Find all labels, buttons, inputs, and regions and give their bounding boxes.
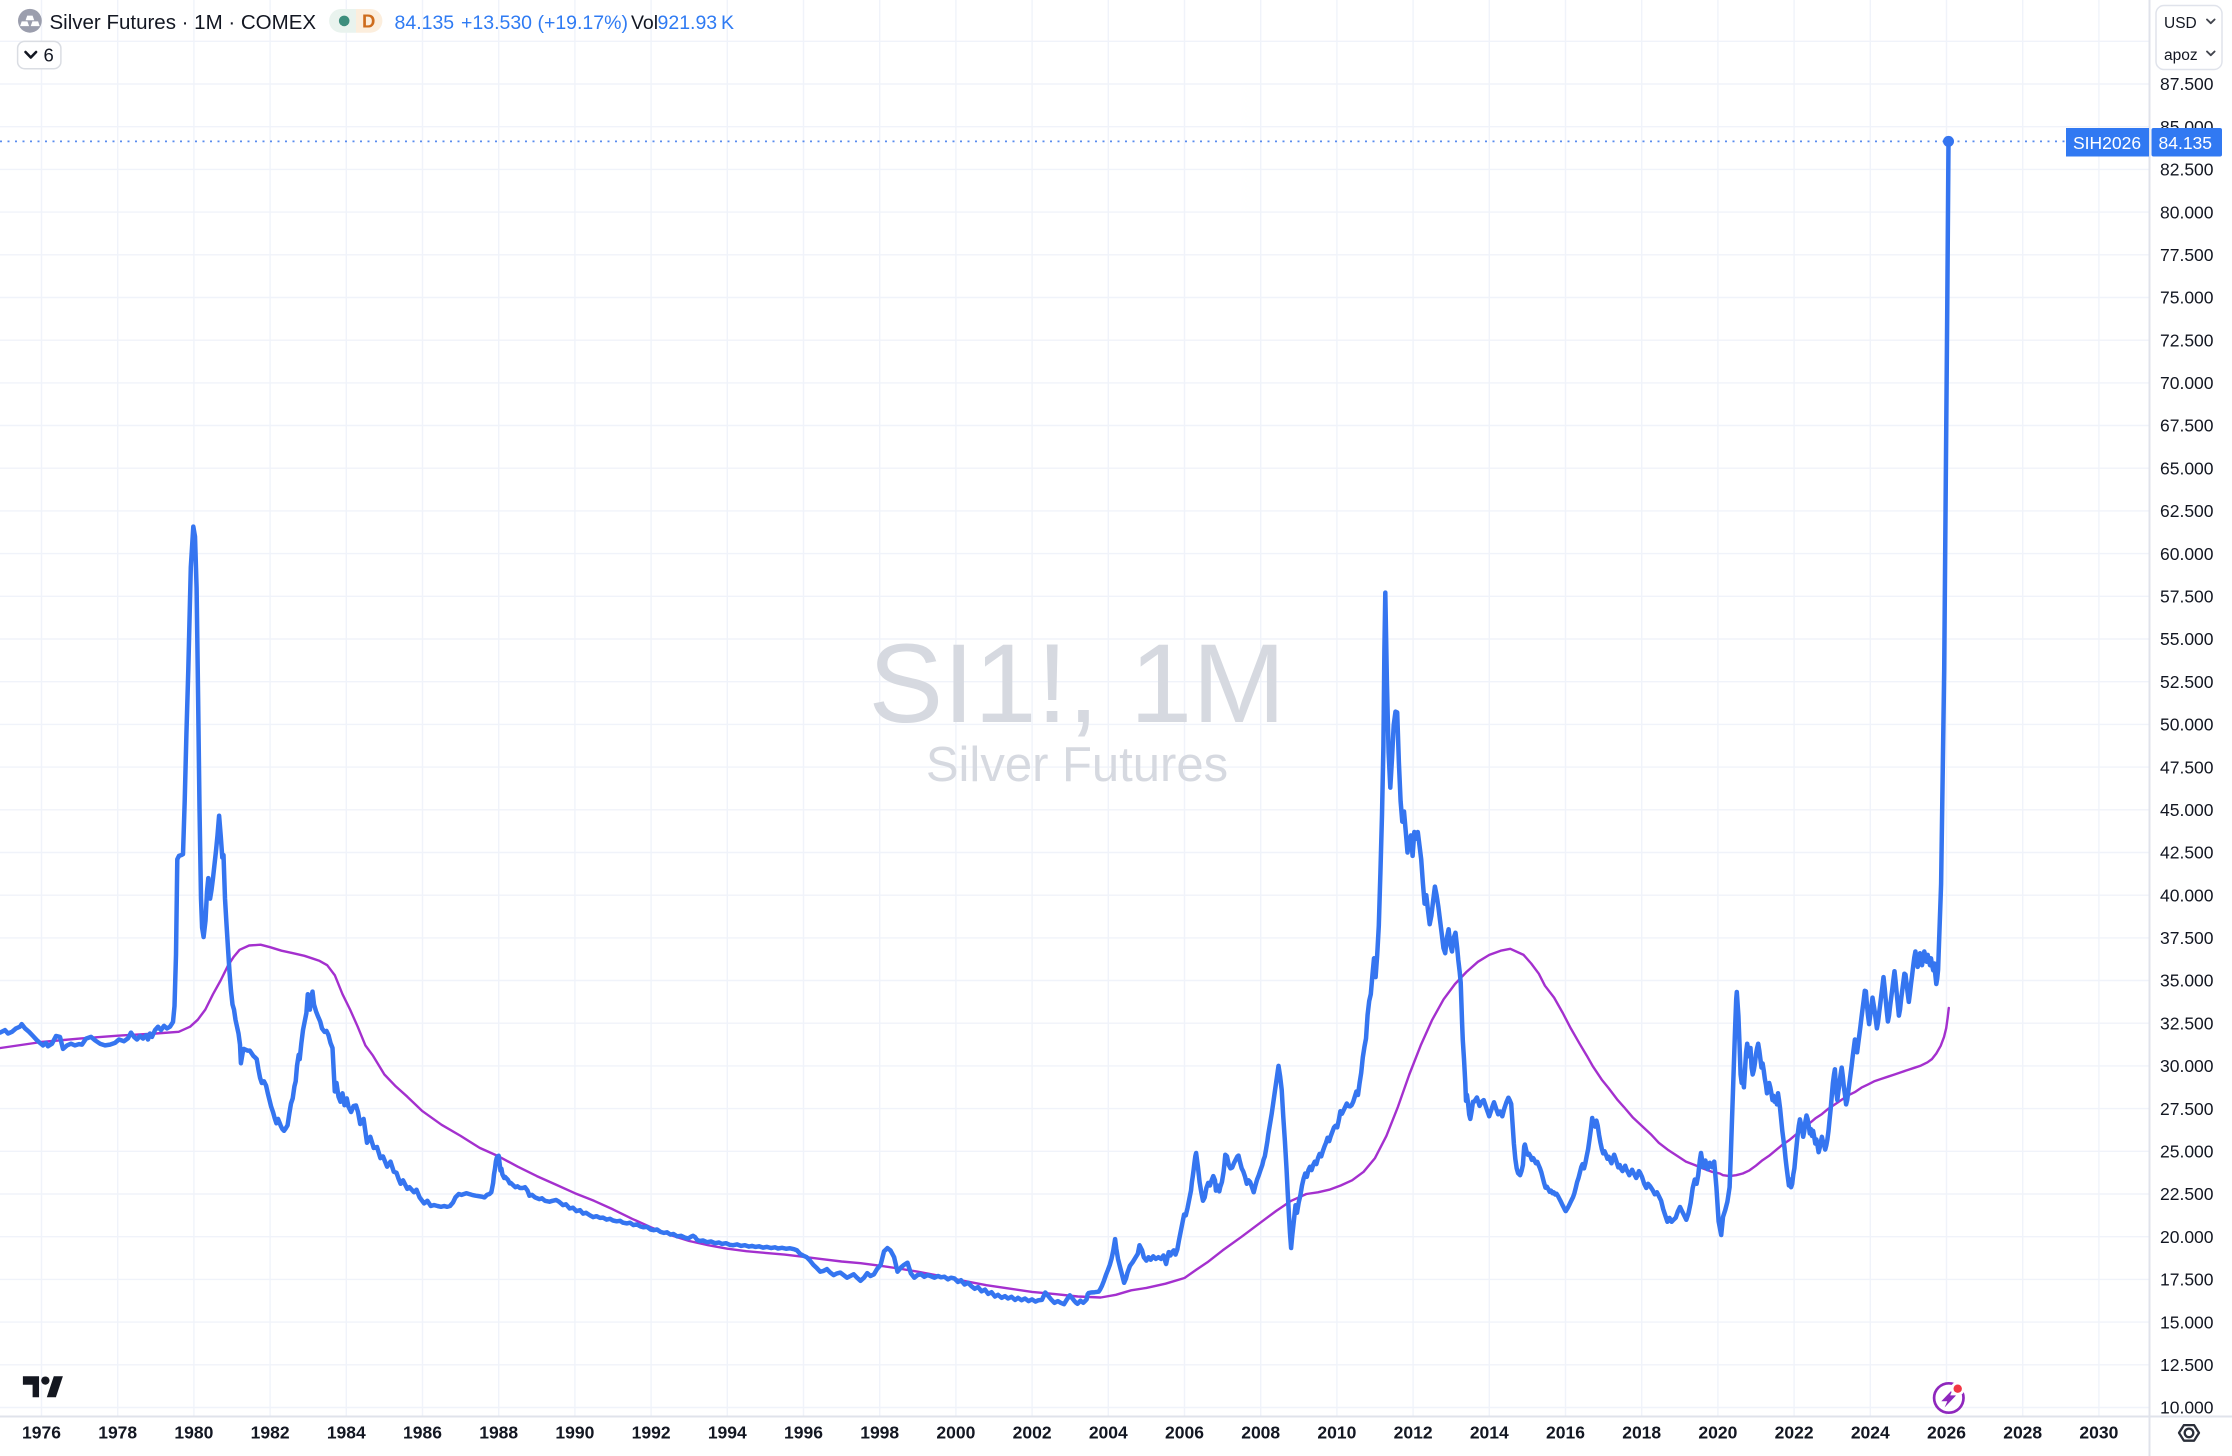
svg-text:75.000: 75.000 bbox=[2160, 288, 2214, 308]
svg-text:55.000: 55.000 bbox=[2160, 629, 2214, 649]
svg-text:2002: 2002 bbox=[1013, 1423, 1052, 1443]
svg-text:52.500: 52.500 bbox=[2160, 672, 2214, 692]
svg-text:32.500: 32.500 bbox=[2160, 1013, 2214, 1033]
svg-text:70.000: 70.000 bbox=[2160, 373, 2214, 393]
svg-text:12.500: 12.500 bbox=[2160, 1355, 2214, 1375]
svg-text:2024: 2024 bbox=[1851, 1423, 1890, 1443]
svg-text:27.500: 27.500 bbox=[2160, 1099, 2214, 1119]
svg-text:77.500: 77.500 bbox=[2160, 245, 2214, 265]
svg-text:921.93 K: 921.93 K bbox=[658, 12, 735, 34]
svg-text:2028: 2028 bbox=[2003, 1423, 2042, 1443]
svg-text:6: 6 bbox=[44, 45, 54, 66]
svg-text:2016: 2016 bbox=[1546, 1423, 1585, 1443]
svg-text:2022: 2022 bbox=[1775, 1423, 1814, 1443]
svg-text:1976: 1976 bbox=[22, 1423, 61, 1443]
svg-text:+13.530 (+19.17%): +13.530 (+19.17%) bbox=[461, 12, 628, 34]
svg-text:60.000: 60.000 bbox=[2160, 544, 2214, 564]
svg-text:22.500: 22.500 bbox=[2160, 1184, 2214, 1204]
svg-text:2026: 2026 bbox=[1927, 1423, 1966, 1443]
svg-text:Silver Futures: Silver Futures bbox=[926, 738, 1228, 792]
svg-text:Silver Futures · 1M · COMEX: Silver Futures · 1M · COMEX bbox=[50, 11, 317, 34]
svg-text:2010: 2010 bbox=[1317, 1423, 1356, 1443]
svg-text:57.500: 57.500 bbox=[2160, 587, 2214, 607]
svg-text:84.135: 84.135 bbox=[2159, 133, 2213, 153]
svg-text:84.135: 84.135 bbox=[395, 12, 455, 34]
svg-text:37.500: 37.500 bbox=[2160, 928, 2214, 948]
svg-text:1984: 1984 bbox=[327, 1423, 366, 1443]
svg-text:1990: 1990 bbox=[555, 1423, 594, 1443]
svg-text:15.000: 15.000 bbox=[2160, 1312, 2214, 1332]
svg-text:65.000: 65.000 bbox=[2160, 458, 2214, 478]
svg-text:20.000: 20.000 bbox=[2160, 1227, 2214, 1247]
svg-text:USD: USD bbox=[2164, 15, 2197, 32]
svg-text:2020: 2020 bbox=[1698, 1423, 1737, 1443]
svg-text:30.000: 30.000 bbox=[2160, 1056, 2214, 1076]
svg-text:apoz: apoz bbox=[2164, 47, 2198, 64]
svg-text:2014: 2014 bbox=[1470, 1423, 1509, 1443]
svg-text:2018: 2018 bbox=[1622, 1423, 1661, 1443]
svg-text:1982: 1982 bbox=[251, 1423, 290, 1443]
svg-text:17.500: 17.500 bbox=[2160, 1270, 2214, 1290]
svg-text:2004: 2004 bbox=[1089, 1423, 1128, 1443]
svg-text:82.500: 82.500 bbox=[2160, 160, 2214, 180]
svg-text:1978: 1978 bbox=[98, 1423, 137, 1443]
svg-text:1994: 1994 bbox=[708, 1423, 747, 1443]
svg-text:45.000: 45.000 bbox=[2160, 800, 2214, 820]
svg-text:87.500: 87.500 bbox=[2160, 74, 2214, 94]
svg-text:2006: 2006 bbox=[1165, 1423, 1204, 1443]
svg-text:47.500: 47.500 bbox=[2160, 757, 2214, 777]
svg-text:40.000: 40.000 bbox=[2160, 885, 2214, 905]
svg-text:1998: 1998 bbox=[860, 1423, 899, 1443]
svg-text:67.500: 67.500 bbox=[2160, 416, 2214, 436]
svg-text:SI1!, 1M: SI1!, 1M bbox=[868, 621, 1285, 746]
svg-text:1996: 1996 bbox=[784, 1423, 823, 1443]
svg-text:SIH2026: SIH2026 bbox=[2073, 133, 2141, 153]
svg-text:2030: 2030 bbox=[2079, 1423, 2118, 1443]
svg-text:1980: 1980 bbox=[174, 1423, 213, 1443]
svg-text:80.000: 80.000 bbox=[2160, 202, 2214, 222]
svg-text:10.000: 10.000 bbox=[2160, 1398, 2214, 1418]
svg-text:35.000: 35.000 bbox=[2160, 971, 2214, 991]
svg-text:2000: 2000 bbox=[936, 1423, 975, 1443]
svg-text:1992: 1992 bbox=[632, 1423, 671, 1443]
svg-text:25.000: 25.000 bbox=[2160, 1142, 2214, 1162]
svg-text:1988: 1988 bbox=[479, 1423, 518, 1443]
svg-text:62.500: 62.500 bbox=[2160, 501, 2214, 521]
svg-text:2012: 2012 bbox=[1394, 1423, 1433, 1443]
svg-text:72.500: 72.500 bbox=[2160, 330, 2214, 350]
svg-text:D: D bbox=[362, 11, 375, 32]
svg-text:42.500: 42.500 bbox=[2160, 843, 2214, 863]
svg-text:50.000: 50.000 bbox=[2160, 715, 2214, 735]
svg-text:2008: 2008 bbox=[1241, 1423, 1280, 1443]
svg-text:Vol: Vol bbox=[631, 12, 658, 34]
svg-text:1986: 1986 bbox=[403, 1423, 442, 1443]
